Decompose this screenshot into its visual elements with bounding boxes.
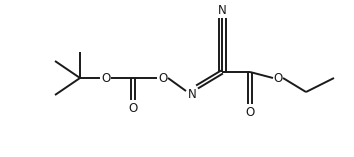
Text: O: O: [129, 101, 138, 114]
Text: O: O: [273, 71, 282, 84]
Text: N: N: [218, 3, 226, 16]
Text: O: O: [101, 71, 110, 84]
Text: N: N: [188, 89, 196, 101]
Text: O: O: [158, 71, 168, 84]
Text: O: O: [245, 106, 255, 119]
